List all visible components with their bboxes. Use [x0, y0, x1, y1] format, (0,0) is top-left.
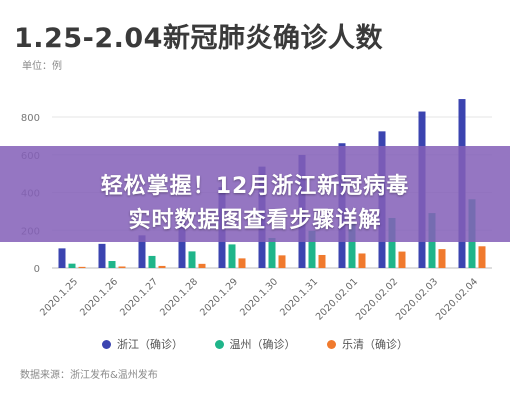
bar-wenzhou-5: [268, 237, 276, 268]
legend-item-zhejiang: 浙江（确诊）: [102, 336, 183, 352]
x-tick-label: 2020.02.03: [394, 276, 440, 322]
bar-yueqing-1: [118, 266, 126, 268]
legend-label-yueqing: 乐清（确诊）: [342, 338, 408, 351]
x-tick-label: 2020.1.29: [198, 276, 240, 318]
bar-yueqing-4: [238, 258, 246, 268]
x-tick-label: 2020.1.25: [38, 276, 80, 318]
x-tick-label: 2020.1.28: [158, 276, 200, 318]
bar-wenzhou-0: [68, 263, 76, 268]
bar-wenzhou-3: [188, 251, 196, 268]
bar-zhejiang-0: [58, 248, 66, 268]
unit-label: 单位：例: [22, 61, 62, 72]
x-tick-label: 2020.1.31: [278, 276, 320, 318]
source-label: 数据来源：浙江发布&温州发布: [20, 370, 158, 381]
bar-yueqing-2: [158, 265, 166, 268]
bar-wenzhou-8: [388, 217, 396, 268]
chart-title: 1.25-2.04新冠肺炎确诊人数: [14, 23, 383, 54]
y-tick-label: 800: [21, 113, 40, 124]
bar-yueqing-7: [358, 253, 366, 268]
x-tick-label: 2020.1.30: [238, 276, 280, 318]
bar-yueqing-8: [398, 251, 406, 268]
bar-wenzhou-6: [308, 230, 316, 268]
x-tick-label: 2020.02.04: [434, 276, 480, 322]
legend-label-wenzhou: 温州（确诊）: [229, 338, 296, 351]
legend-item-wenzhou: 温州（确诊）: [214, 336, 296, 352]
legend-label-zhejiang: 浙江（确诊）: [117, 338, 183, 351]
bar-wenzhou-4: [228, 244, 236, 268]
x-tick-label: 2020.02.01: [314, 276, 360, 322]
bar-wenzhou-1: [108, 261, 116, 268]
bar-yueqing-5: [278, 255, 286, 268]
bar-wenzhou-7: [348, 222, 356, 268]
y-tick-label: 0: [34, 264, 40, 275]
bar-yueqing-6: [318, 254, 326, 268]
bar-zhejiang-1: [98, 243, 106, 268]
legend-swatch-zhejiang: [102, 340, 111, 349]
bar-yueqing-3: [198, 263, 206, 268]
bar-zhejiang-2: [138, 235, 146, 268]
x-tick-label: 2020.1.26: [78, 276, 120, 318]
legend: 浙江（确诊） 温州（确诊） 乐清（确诊）: [0, 336, 510, 352]
legend-swatch-wenzhou: [214, 340, 224, 349]
banner-line-1: 轻松掌握！12月浙江新冠病毒: [100, 174, 410, 199]
bar-yueqing-0: [78, 266, 86, 268]
x-tick-label: 2020.02.02: [354, 276, 400, 322]
legend-item-yueqing: 乐清（确诊）: [327, 336, 408, 352]
bar-yueqing-9: [438, 249, 446, 268]
bar-yueqing-10: [478, 246, 486, 268]
legend-swatch-yueqing: [327, 340, 336, 349]
bar-wenzhou-2: [148, 255, 156, 268]
banner-line-2: 实时数据图查看步骤详解: [128, 208, 382, 233]
x-tick-label: 2020.1.27: [118, 276, 160, 318]
overlay-banner: 轻松掌握！12月浙江新冠病毒 实时数据图查看步骤详解: [0, 146, 510, 242]
